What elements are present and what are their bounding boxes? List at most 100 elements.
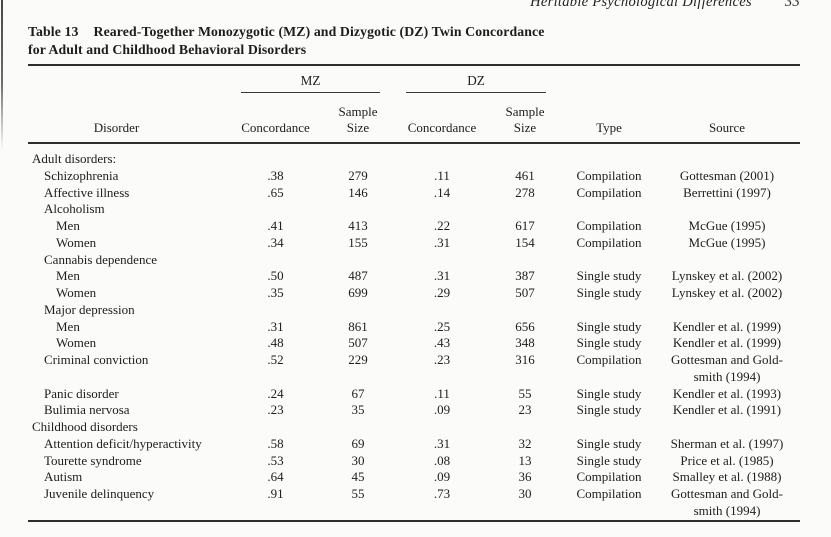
disorder-cell: Women [56,234,97,250]
table-caption-line2: for Adult and Childhood Behavioral Disor… [28,41,307,57]
dz-concordance-cell: .08 [433,452,451,468]
dz-sample-size-cell: 13 [518,452,532,468]
type-cell: Single study [576,268,642,284]
table-row: Men .41 413 .22 617 Compilation McGue (1995) [28,218,800,235]
scan-edge-artifact [1,0,3,150]
disorder-cell: Autism [44,469,83,485]
dz-sample-size-cell [486,143,564,168]
dz-sample-size-cell: 154 [515,234,535,250]
table-row: Bulimia nervosa .23 35 .09 23 Single study Ken… [28,402,800,419]
mz-concordance-cell [233,302,318,319]
source-cell: Lynskey et al. (2002) [671,285,783,300]
dz-concordance-cell: .31 [433,435,451,451]
table-row: Criminal conviction .52 229 .23 316 Compilati… [28,352,800,386]
table-row: Men .31 861 .25 656 Single study Kendler et al… [28,319,800,336]
dz-sample-size-cell: 348 [515,335,535,351]
table-row: Adult disorders: [28,143,800,168]
mz-concordance-cell: .31 [267,318,284,334]
source-cell: McGue (1995) [688,234,766,250]
dz-concordance-cell: .09 [433,469,451,485]
dz-concordance-cell [398,419,486,436]
type-cell [564,201,654,218]
disorder-cell: Men [56,318,80,334]
source-cell: Sherman et al. (1997) [670,435,784,451]
dz-sample-size-cell: 316 [515,352,535,367]
disorder-cell: Schizophrenia [44,167,119,183]
type-cell: Single study [576,318,642,334]
table-row: Major depression [28,302,800,319]
disorder-cell: Attention deficit/hyperactivity [44,435,202,451]
dz-sample-size-cell: 461 [515,167,535,183]
dz-concordance-cell: .31 [433,268,451,284]
table-row: Attention deficit/hyperactivity .58 69 .31 3… [28,436,800,453]
mz-concordance-cell: .34 [267,234,284,250]
disorder-cell: Childhood disorders [32,419,138,434]
table-caption-text: Reared-Together Monozygotic (MZ) and Diz… [93,24,545,39]
dz-concordance-cell: .25 [433,318,451,334]
source-cell: Smalley et al. (1988) [672,469,782,485]
spanner-spacer [654,65,800,93]
dz-concordance-cell: .14 [433,184,451,200]
mz-concordance-cell: .41 [267,218,284,233]
disorder-cell: Women [56,335,97,351]
type-cell [564,252,654,269]
dz-sample-size-cell: 617 [515,218,535,233]
dz-concordance-cell: .23 [433,352,451,367]
mz-concordance-cell: .48 [267,335,284,351]
column-header-type: Type [564,93,654,144]
column-header-disorder: Disorder [28,93,233,144]
source-cell [654,302,800,319]
dz-sample-size-cell: 30 [518,486,532,501]
column-header-mz-concordance: Concordance [233,93,318,144]
type-cell: Compilation [576,352,642,367]
dz-sample-size-cell: 656 [515,318,535,334]
table-row: Affective illness .65 146 .14 278 Compilation… [28,185,800,202]
mz-sample-size-cell: 155 [348,234,368,250]
type-cell: Compilation [576,218,642,233]
source-cell: Kendler et al. (1993) [672,385,782,401]
mz-sample-size-cell: 45 [351,469,365,485]
mz-concordance-cell: .65 [267,184,284,200]
spanner-spacer [564,65,654,93]
dz-concordance-cell: .31 [433,234,451,250]
type-cell: Compilation [576,184,642,200]
dz-sample-size-cell [486,252,564,269]
type-cell: Single study [576,385,642,401]
source-cell: Berrettini (1997) [683,184,771,200]
source-cell: Kendler et al. (1999) [672,318,782,334]
source-cell: Kendler et al. (1999) [672,335,782,351]
dz-concordance-cell: .09 [433,402,451,418]
disorder-cell: Men [56,218,80,233]
mz-concordance-cell: .38 [267,167,284,183]
disorder-cell: Adult disorders: [32,151,117,166]
disorder-cell: Major depression [44,301,135,317]
dz-spanner: DZ [398,65,564,93]
source-cell: Gottesman (2001) [679,167,775,183]
type-cell: Compilation [576,469,642,485]
type-cell: Compilation [576,234,642,250]
table-row: Panic disorder .24 67 .11 55 Single study Kend… [28,386,800,403]
dz-concordance-cell: .11 [434,167,450,183]
twin-concordance-table: MZ DZ Disorder Concordance Sample Size C… [28,64,800,522]
dz-sample-size-cell: 36 [518,469,532,485]
type-cell: Single study [576,452,642,468]
mz-concordance-cell [233,201,318,218]
source-cell [654,201,800,218]
mz-concordance-cell: .52 [267,352,284,367]
table-row: Men .50 487 .31 387 Single study Lynskey et al… [28,268,800,285]
source-cell: Gottesman and Gold- smith (1994) [671,352,783,384]
mz-sample-size-cell: 861 [348,318,368,334]
column-header-dz-sample-size: Sample Size [486,93,564,144]
mz-concordance-cell: .24 [267,385,284,401]
mz-spanner-label: MZ [241,73,380,93]
table-row: Women .34 155 .31 154 Compilation McGue (1995) [28,235,800,252]
dz-sample-size-cell: 387 [515,268,535,284]
dz-sample-size-cell: 23 [518,402,532,418]
mz-sample-size-cell: 35 [351,402,365,418]
type-cell [564,419,654,436]
dz-concordance-cell: .73 [433,486,451,501]
source-cell [654,143,800,168]
table-caption-line1: Table 13 Reared-Together Monozygotic (MZ)… [28,23,800,41]
running-head: Heritable Psychological Differences 33 [0,0,800,11]
source-cell: Kendler et al. (1991) [672,402,782,418]
